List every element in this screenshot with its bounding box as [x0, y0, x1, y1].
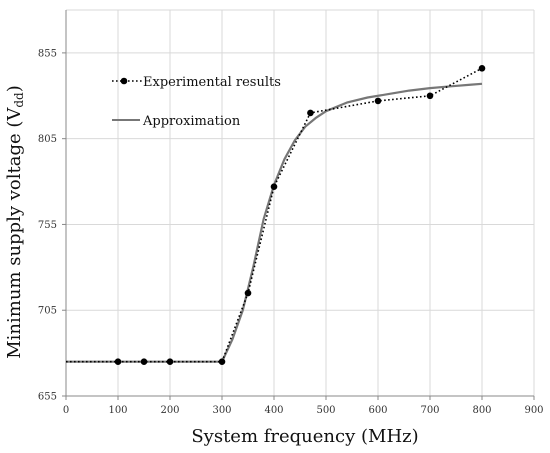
y-tick-label: 655 [38, 392, 57, 403]
y-axis-ticks: 655 705 755 805 855 [38, 48, 66, 403]
y-axis-title-sub: dd [12, 92, 26, 108]
x-tick-label: 200 [160, 405, 179, 416]
series-experimental-point [166, 358, 174, 365]
series-experimental-point [374, 97, 382, 105]
x-tick-label: 900 [524, 405, 543, 416]
y-tick-label: 755 [38, 220, 57, 231]
x-tick-label: 100 [108, 405, 127, 416]
series-experimental-point [426, 92, 434, 100]
y-tick-label: 805 [38, 134, 57, 145]
x-tick-label: 400 [264, 405, 283, 416]
series-approximation-line [66, 82, 483, 363]
y-axis-title: Minimum supply voltage (Vdd) [4, 85, 26, 359]
x-tick-label: 600 [368, 405, 387, 416]
x-axis-ticks: 0 100 200 300 400 500 600 700 800 900 [63, 396, 544, 416]
x-axis-title: System frequency (MHz) [191, 426, 418, 447]
series-experimental-point [218, 358, 226, 365]
series-layer [66, 65, 486, 365]
series-experimental-point [114, 358, 122, 365]
legend-label-experimental: Experimental results [143, 75, 281, 90]
legend-label-approximation: Approximation [142, 114, 241, 129]
legend-marker [120, 77, 128, 85]
y-tick-label: 855 [38, 48, 57, 59]
series-experimental-point [244, 289, 252, 297]
x-tick-label: 800 [472, 405, 491, 416]
legend: Experimental results Approximation [112, 75, 281, 129]
x-tick-label: 700 [420, 405, 439, 416]
series-experimental-point [478, 65, 486, 72]
legend-entry-experimental: Experimental results [112, 75, 281, 90]
y-tick-label: 705 [38, 306, 57, 317]
series-experimental-point [140, 358, 148, 365]
y-axis-title-close: ) [4, 85, 25, 92]
x-tick-label: 500 [316, 405, 335, 416]
x-tick-label: 300 [212, 405, 231, 416]
series-experimental-point [307, 109, 314, 117]
x-tick-label: 0 [63, 405, 69, 416]
series-experimental-point [270, 183, 278, 191]
legend-entry-approximation: Approximation [112, 114, 241, 129]
grid [65, 9, 535, 397]
y-axis-title-main: Minimum supply voltage (V [4, 107, 25, 359]
